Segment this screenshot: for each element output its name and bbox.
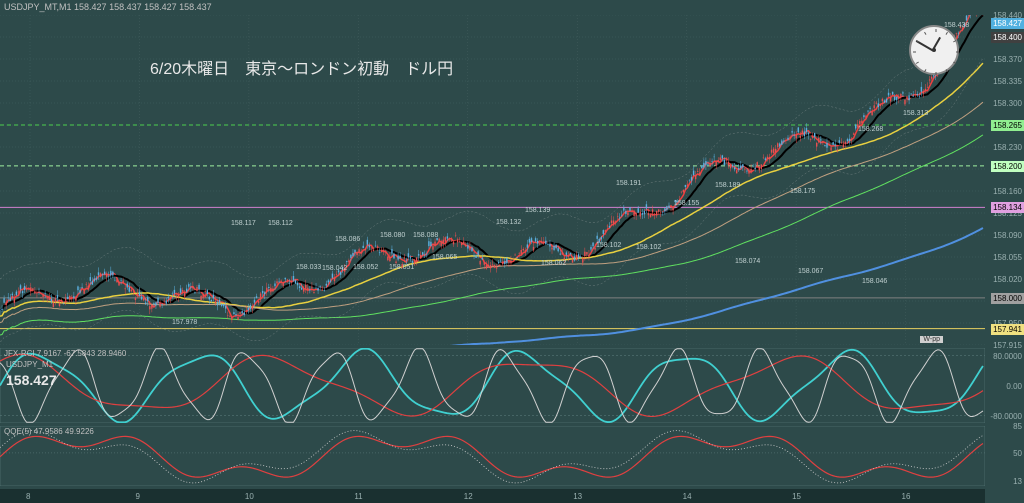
svg-text:158.313: 158.313 <box>903 110 928 117</box>
svg-text:158.052: 158.052 <box>353 264 378 271</box>
level-label: 158.200 <box>991 161 1024 172</box>
time-tick: 10 <box>245 492 254 501</box>
svg-text:157.978: 157.978 <box>172 319 197 326</box>
rci-tick: -80.0000 <box>990 412 1022 421</box>
level-label: 158.000 <box>991 293 1024 304</box>
qqe-header: QQE(5) 47.9586 49.9226 <box>4 427 94 436</box>
current-price-label: 158.400 <box>991 32 1024 43</box>
svg-text:158.191: 158.191 <box>616 180 641 187</box>
svg-text:158.033: 158.033 <box>296 264 321 271</box>
svg-text:158.102: 158.102 <box>596 242 621 249</box>
rci-axis: -80.0000 0.00 80.0000 <box>985 348 1024 423</box>
svg-text:158.175: 158.175 <box>790 188 815 195</box>
price-tick: 158.300 <box>993 99 1022 108</box>
rci-tick: 0.00 <box>1006 382 1022 391</box>
svg-text:158.112: 158.112 <box>268 220 293 227</box>
svg-text:158.062: 158.062 <box>541 260 566 267</box>
time-axis: 8 9 10 11 12 13 14 15 16 <box>0 489 985 503</box>
rci-big-price: 158.427 <box>6 372 57 388</box>
svg-text:158.046: 158.046 <box>862 278 887 285</box>
rci-header: JFX-RCI 7.9167 -67.5843 28.9460 <box>4 349 126 358</box>
price-tick: 158.090 <box>993 231 1022 240</box>
price-tick: 158.160 <box>993 187 1022 196</box>
time-tick: 11 <box>354 492 362 501</box>
svg-text:158.065: 158.065 <box>432 254 457 261</box>
svg-text:158.155: 158.155 <box>674 200 699 207</box>
trading-chart-window: USDJPY_MT,M1 158.427 158.437 158.427 158… <box>0 0 1024 503</box>
main-price-chart[interactable]: 157.978 158.117 158.112 158.033158.042 158.0… <box>0 15 985 345</box>
svg-text:158.086: 158.086 <box>335 236 360 243</box>
svg-text:158.051: 158.051 <box>389 264 414 271</box>
price-tick: 158.230 <box>993 143 1022 152</box>
svg-text:158.080: 158.080 <box>380 232 405 239</box>
rci-symbol: USDJPY_M1 <box>6 360 53 369</box>
svg-text:158.074: 158.074 <box>735 258 760 265</box>
current-price-label: 158.427 <box>991 18 1024 29</box>
qqe-tick: 50 <box>1013 449 1022 458</box>
price-tick: 158.055 <box>993 253 1022 262</box>
price-tick: 158.370 <box>993 55 1022 64</box>
qqe-tick: 85 <box>1013 422 1022 431</box>
price-tick: 158.335 <box>993 77 1022 86</box>
time-tick: 15 <box>792 492 801 501</box>
svg-text:158.117: 158.117 <box>231 220 256 227</box>
svg-text:158.067: 158.067 <box>798 268 823 275</box>
svg-text:158.189: 158.189 <box>715 182 740 189</box>
qqe-indicator-panel[interactable]: QQE(5) 47.9586 49.9226 <box>0 426 985 486</box>
svg-text:158.139: 158.139 <box>525 207 550 214</box>
level-label: 158.134 <box>991 202 1024 213</box>
svg-text:158.042: 158.042 <box>322 265 347 272</box>
time-tick: 13 <box>573 492 582 501</box>
time-tick: 14 <box>683 492 692 501</box>
wpp-label: W-pp <box>920 336 943 343</box>
time-tick: 12 <box>464 492 473 501</box>
rci-indicator-panel[interactable]: JFX-RCI 7.9167 -67.5843 28.9460 USDJPY_M… <box>0 348 985 423</box>
price-tick: 158.020 <box>993 275 1022 284</box>
ohlc-label: 158.427 158.437 158.427 158.437 <box>74 2 212 12</box>
clock-widget <box>909 25 959 75</box>
main-chart-svg: 157.978 158.117 158.112 158.033158.042 158.0… <box>0 15 985 345</box>
symbol-label: USDJPY_MT,M1 <box>4 2 72 12</box>
rci-tick: 80.0000 <box>993 352 1022 361</box>
level-label: 158.265 <box>991 120 1024 131</box>
qqe-tick: 13 <box>1013 477 1022 486</box>
time-tick: 9 <box>135 492 139 501</box>
svg-text:158.132: 158.132 <box>496 219 521 226</box>
rci-svg <box>0 348 985 423</box>
chart-header: USDJPY_MT,M1 158.427 158.437 158.427 158… <box>4 2 212 12</box>
qqe-svg <box>0 426 985 486</box>
time-tick: 16 <box>902 492 911 501</box>
level-label: 157.941 <box>991 324 1024 335</box>
qqe-axis: 135085 <box>985 426 1024 486</box>
svg-text:158.088: 158.088 <box>413 232 438 239</box>
time-tick: 8 <box>26 492 30 501</box>
svg-text:158.268: 158.268 <box>858 126 883 133</box>
price-axis: 157.915157.950157.985158.020158.055158.0… <box>985 15 1024 345</box>
svg-text:158.102: 158.102 <box>636 244 661 251</box>
